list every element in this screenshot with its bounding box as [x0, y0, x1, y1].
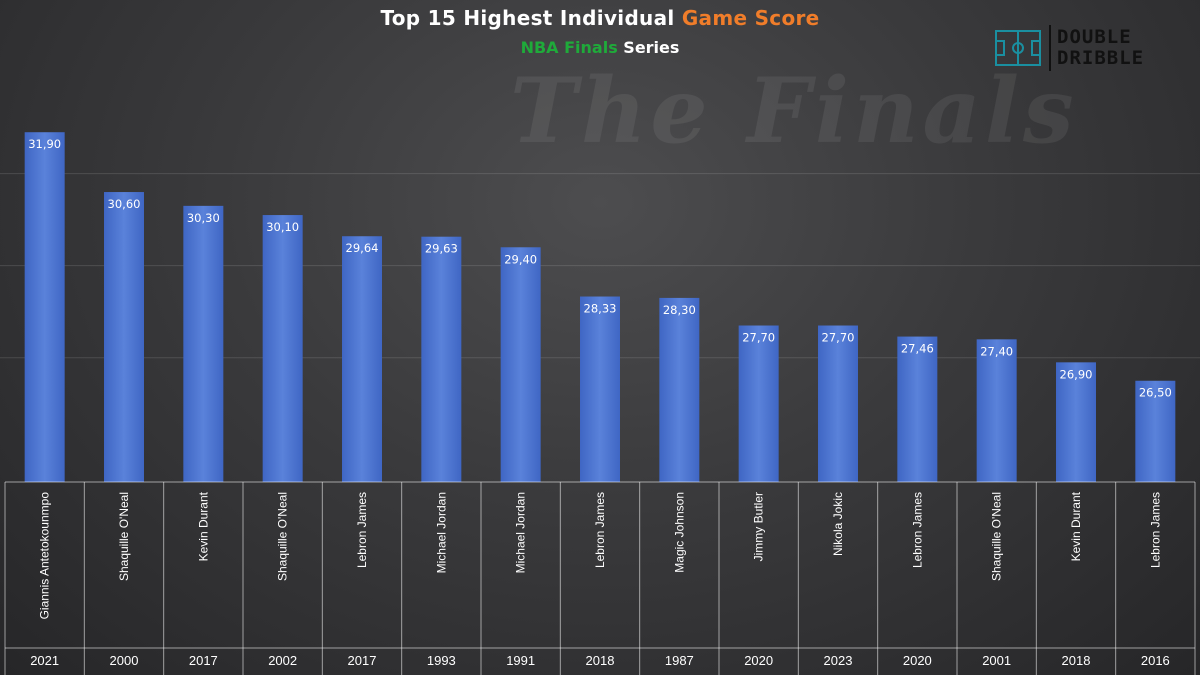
value-label-14: 26,50 [1139, 386, 1172, 400]
value-label-3: 30,10 [266, 220, 299, 234]
bar-13 [1056, 362, 1096, 482]
bar-9 [738, 325, 779, 482]
logo-divider [1049, 25, 1051, 71]
value-label-12: 27,40 [980, 344, 1013, 358]
value-label-5: 29,63 [425, 242, 458, 256]
year-label-11: 2020 [903, 653, 932, 668]
bar-2 [183, 205, 224, 483]
chart-subtitle: NBA Finals Series [0, 38, 1200, 57]
year-label-3: 2002 [268, 653, 297, 668]
value-label-0: 31,90 [28, 137, 61, 151]
category-label-1: Shaquille O'Neal [117, 492, 131, 581]
year-label-2: 2017 [189, 653, 218, 668]
logo-line-2: DRIBBLE [1057, 47, 1145, 69]
title-highlight: Game Score [681, 6, 820, 30]
value-label-2: 30,30 [187, 211, 220, 225]
category-label-10: Nikola Jokic [831, 492, 845, 556]
year-label-10: 2023 [824, 653, 853, 668]
bar-4 [342, 236, 382, 482]
year-label-7: 2018 [586, 653, 615, 668]
title-text: Top 15 Highest Individual [380, 6, 682, 30]
year-label-13: 2018 [1062, 653, 1091, 668]
category-label-7: Lebron James [593, 492, 607, 568]
value-label-7: 28,33 [584, 302, 617, 316]
category-label-14: Lebron James [1148, 492, 1162, 568]
year-label-12: 2001 [982, 653, 1011, 668]
bar-12 [976, 339, 1017, 482]
bars-group [24, 132, 1176, 483]
bar-10 [818, 325, 858, 482]
logo-text: DOUBLE DRIBBLE [1057, 27, 1144, 69]
category-label-9: Jimmy Butler [752, 492, 766, 561]
value-label-9: 27,70 [742, 331, 775, 345]
year-label-14: 2016 [1141, 653, 1170, 668]
value-label-11: 27,46 [901, 342, 934, 356]
value-label-13: 26,90 [1060, 367, 1093, 381]
bar-7 [580, 296, 620, 482]
category-label-12: Shaquille O'Neal [990, 492, 1004, 581]
category-label-13: Kevin Durant [1069, 491, 1083, 561]
value-label-1: 30,60 [108, 197, 141, 211]
bar-1 [104, 192, 144, 482]
category-label-8: Magic Johnson [672, 492, 686, 573]
value-labels-group: 31,90 30,60 30,30 30,10 29,64 29,63 29,40 28,33… [28, 137, 1172, 400]
year-label-4: 2017 [348, 653, 377, 668]
year-label-6: 1991 [506, 653, 535, 668]
subtitle-highlight: NBA Finals [520, 38, 618, 57]
bar-0 [24, 132, 65, 483]
chart-title: Top 15 Highest Individual Game Score [0, 6, 1200, 30]
category-label-11: Lebron James [910, 492, 924, 568]
category-label-0: Giannis Antetokounmpo [38, 492, 52, 620]
category-label-5: Michael Jordan [434, 492, 448, 573]
finals-watermark: The Finals [510, 58, 1078, 164]
bar-11 [897, 336, 938, 482]
year-label-1: 2000 [110, 653, 139, 668]
year-label-8: 1987 [665, 653, 694, 668]
bar-5 [421, 236, 462, 482]
bar-14 [1135, 380, 1176, 482]
category-table: Giannis Antetokounmpo 2021 Shaquille O'Nea… [4, 481, 1196, 675]
year-label-0: 2021 [30, 653, 59, 668]
category-label-6: Michael Jordan [514, 492, 528, 573]
bar-8 [659, 297, 700, 482]
category-label-4: Lebron James [355, 492, 369, 568]
court-icon [995, 30, 1041, 66]
category-label-3: Shaquille O'Neal [276, 492, 290, 581]
year-label-9: 2020 [744, 653, 773, 668]
value-label-6: 29,40 [504, 252, 537, 266]
value-label-4: 29,64 [346, 241, 379, 255]
logo-line-1: DOUBLE [1057, 26, 1132, 48]
subtitle-text: Series [617, 38, 680, 57]
value-label-10: 27,70 [822, 331, 855, 345]
value-label-8: 28,30 [663, 303, 696, 317]
year-label-5: 1993 [427, 653, 456, 668]
double-dribble-logo: DOUBLE DRIBBLE [995, 22, 1144, 74]
bar-3 [262, 215, 303, 482]
bar-6 [500, 247, 541, 482]
category-label-2: Kevin Durant [196, 491, 210, 561]
